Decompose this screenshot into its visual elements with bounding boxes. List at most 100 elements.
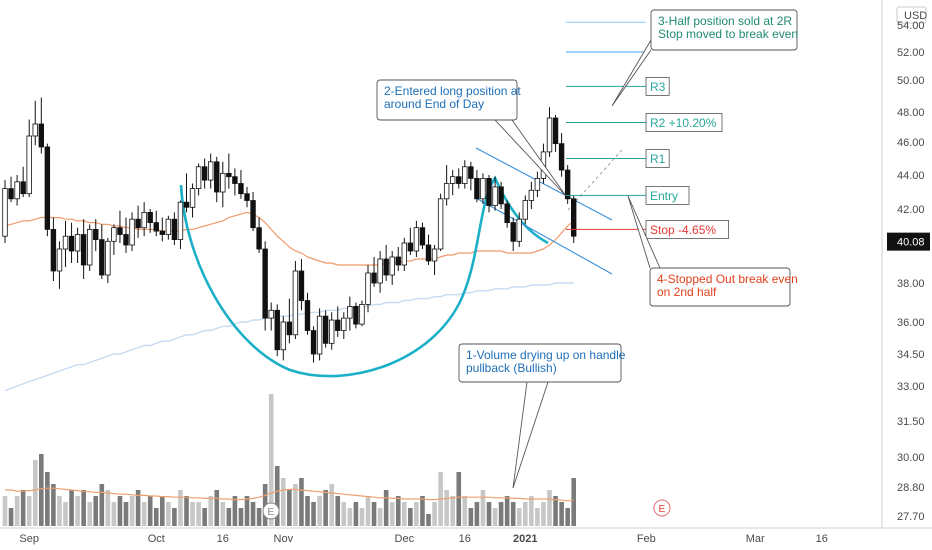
volume-bar: [250, 502, 256, 526]
price-tick-label: 54.00: [897, 20, 925, 32]
price-tick-label: 36.00: [897, 317, 925, 329]
candle-body: [268, 309, 274, 319]
price-tick-label: 30.00: [897, 452, 925, 464]
candle-body: [165, 218, 172, 235]
volume-bar: [426, 514, 431, 526]
volume-bar: [359, 508, 365, 526]
candle-body: [280, 321, 286, 351]
volume-bar: [323, 490, 328, 526]
time-tick-label: 16: [217, 533, 229, 545]
candle-body: [2, 188, 8, 237]
volume-bar: [535, 508, 540, 526]
volume-bar: [347, 508, 353, 526]
callout-pointer: [627, 195, 661, 269]
time-tick-label: Feb: [637, 533, 656, 545]
volume-bar: [468, 508, 474, 526]
candle-body: [316, 315, 323, 355]
candle-body: [62, 235, 69, 250]
callout-box: [650, 9, 798, 51]
volume-bar: [293, 484, 298, 526]
pattern-drawings: [179, 147, 623, 378]
volume-bar: [111, 502, 117, 526]
candle-body: [111, 227, 117, 242]
callout-text: Stop moved to break even: [658, 27, 798, 41]
volume-bar: [45, 472, 50, 526]
trade-path-dashed: [567, 149, 623, 211]
volume-bar: [178, 490, 183, 526]
candle-body: [274, 309, 280, 351]
last-price-label: 40.08: [897, 237, 925, 249]
volume-bar: [365, 496, 371, 526]
level-label: R1: [650, 152, 666, 166]
candle-body: [407, 242, 414, 252]
candle-body: [558, 143, 565, 171]
volume-bar: [547, 490, 552, 526]
volume-bar: [232, 496, 238, 526]
callout-box: [458, 343, 622, 383]
volume-bar: [190, 502, 195, 526]
volume-bar: [353, 502, 359, 526]
candle-body: [322, 315, 329, 344]
callout-text: 3-Half position sold at 2R: [658, 14, 792, 28]
candle-body: [546, 117, 553, 153]
price-tick-label: 44.00: [897, 170, 925, 182]
candle-body: [328, 319, 335, 344]
candle-body: [147, 211, 153, 223]
candle-body: [189, 188, 196, 208]
candle-body: [462, 166, 468, 184]
volume-bar: [256, 508, 262, 526]
candle-body: [201, 166, 208, 181]
volume-bar: [462, 496, 468, 526]
candle-body: [68, 235, 75, 252]
candle-body: [468, 166, 474, 179]
volume-bar: [389, 502, 395, 526]
volume-bar: [184, 496, 189, 526]
volume-bar: [553, 496, 558, 526]
candle-body: [99, 239, 105, 276]
volume-bar: [480, 490, 486, 526]
candle-body: [50, 228, 57, 272]
volume-bar: [81, 490, 86, 526]
volume-bar: [492, 508, 498, 526]
callout-pointer: [494, 119, 567, 197]
level-label: Stop -4.65%: [650, 223, 716, 237]
volume-bar: [153, 508, 159, 526]
candle-body: [395, 256, 401, 266]
volume-bar: [335, 496, 341, 526]
candle-body: [437, 198, 444, 250]
candle-body: [159, 230, 165, 235]
callout-text: on 2nd half: [657, 285, 717, 299]
candle-body: [129, 218, 135, 246]
volume-bar: [87, 502, 92, 526]
time-tick-label: Dec: [395, 533, 415, 545]
candle-body: [425, 244, 432, 262]
candle-body: [262, 248, 268, 319]
volume-bar: [123, 502, 129, 526]
candle-body: [498, 186, 504, 205]
candle-body: [32, 123, 38, 137]
candle-body: [564, 169, 571, 200]
earnings-marker: [653, 499, 671, 517]
price-tick-label: 38.00: [897, 278, 925, 290]
volume-bar: [523, 502, 528, 526]
candle-body: [516, 218, 522, 242]
time-tick-label: Sep: [19, 533, 39, 545]
volume-bar: [414, 502, 419, 526]
callout-pointer: [512, 381, 549, 489]
volume-bar: [498, 502, 504, 526]
volume-bar: [69, 490, 74, 526]
candle-body: [492, 186, 498, 206]
volume-bar: [268, 394, 274, 526]
volume-bar: [208, 496, 213, 526]
volume-bar: [99, 484, 105, 526]
candle-body: [298, 270, 305, 301]
candle-body: [14, 181, 20, 200]
volume-bar: [105, 490, 111, 526]
volume-bar: [172, 508, 177, 526]
volume-bar: [571, 478, 576, 526]
volume-bar: [226, 508, 232, 526]
